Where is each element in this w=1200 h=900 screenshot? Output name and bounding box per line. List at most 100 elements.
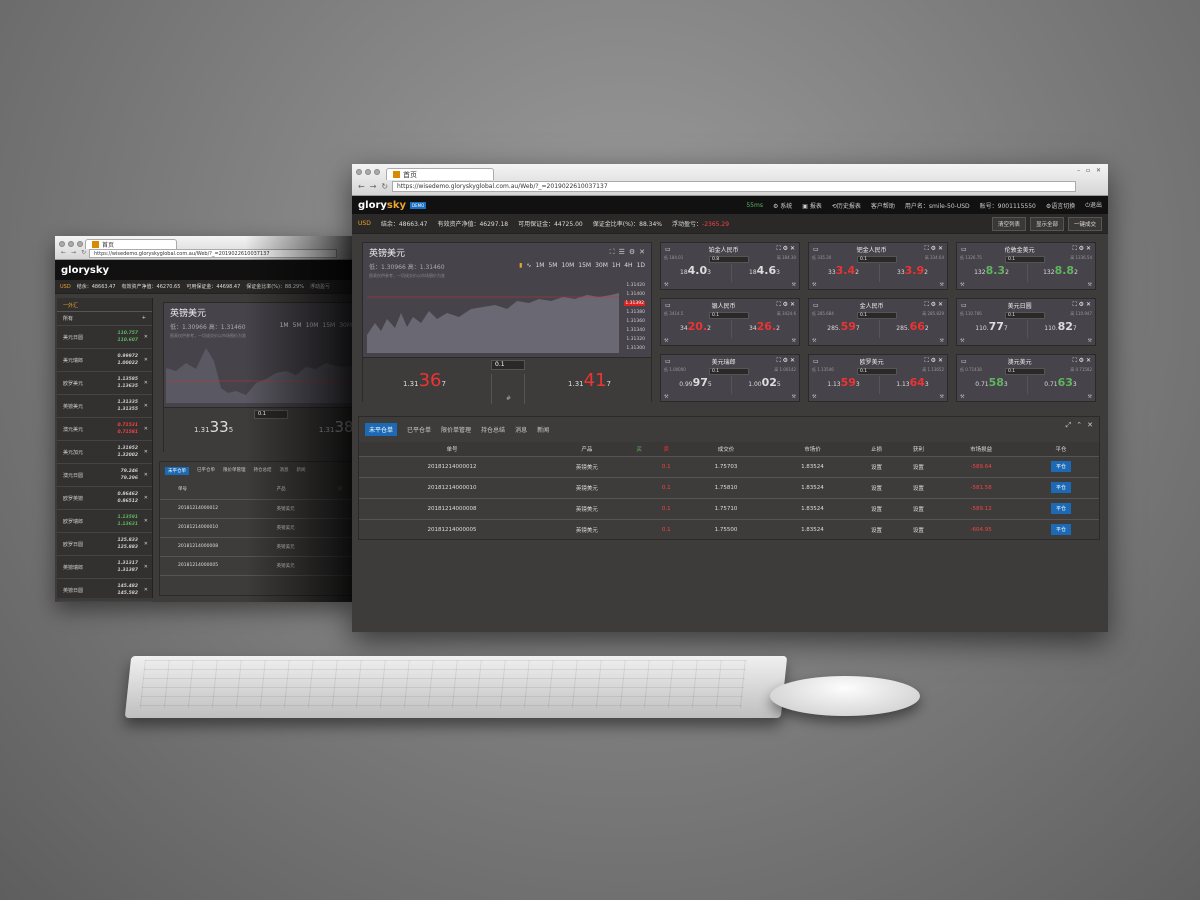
back-order-tab[interactable]: 未平仓单 <box>165 467 189 475</box>
clear-list-button[interactable]: 清空列表 <box>991 216 1026 231</box>
back-order-tab[interactable]: 消息 <box>279 468 289 473</box>
tile-buy-price[interactable]: 3426.2 <box>749 320 780 333</box>
tile-lot-input[interactable]: 0.1 <box>1005 256 1045 263</box>
nav-history[interactable]: ⟲历史报表 <box>831 202 861 210</box>
timeframe-15M[interactable]: 15M <box>578 262 592 269</box>
close-position-button[interactable]: 平仓 <box>1050 524 1071 536</box>
settings-icon[interactable]: ⚒ <box>664 394 669 400</box>
chart-icon[interactable]: ▭ <box>961 245 967 253</box>
list-icon[interactable]: ☰ <box>618 248 625 256</box>
tile-buy-price[interactable]: 1.00025 <box>748 376 781 389</box>
reload-icon[interactable]: ↻ <box>381 182 389 191</box>
gear-icon[interactable]: ⚙ <box>628 248 636 256</box>
expand-icon[interactable]: ⛶ <box>609 248 615 256</box>
timeframe-5M[interactable]: 5M <box>292 322 302 329</box>
lot-input[interactable]: 0.1 <box>491 360 525 370</box>
expand-icon[interactable]: ⛶ ⚙ ✕ <box>1072 245 1091 252</box>
tile-sell-price[interactable]: 110.777 <box>975 320 1008 333</box>
tile-lot-input[interactable]: 0.1 <box>1005 368 1045 375</box>
expand-icon[interactable]: ⛶ ⚙ ✕ <box>1072 301 1091 308</box>
nav-buttons[interactable]: ← → ↻ <box>61 249 86 256</box>
browser-tab[interactable]: 首页 <box>386 168 494 180</box>
take-profit-set[interactable]: 设置 <box>897 476 940 498</box>
take-profit-set[interactable]: 设置 <box>897 497 940 519</box>
back-buy-price[interactable]: 1.31385 <box>318 418 355 436</box>
forward-arrow-icon[interactable]: → <box>369 182 377 191</box>
timeframe-10M[interactable]: 10M <box>561 262 575 269</box>
chart-icon[interactable]: ▭ <box>665 245 671 253</box>
settings-icon[interactable]: ⚒ <box>1087 338 1092 344</box>
chart-icon[interactable]: ▭ <box>961 301 967 309</box>
chart-icon[interactable]: ▭ <box>665 357 671 365</box>
expand-icon[interactable]: ⛶ ⚙ ✕ <box>1072 357 1091 364</box>
close-position-button[interactable]: 平仓 <box>1050 482 1071 493</box>
nav-logout[interactable]: ⏻退出 <box>1085 202 1102 209</box>
sidebar-symbol-item[interactable]: 英镑美元 1.31335 1.31355 ✕ <box>57 395 152 418</box>
stop-loss-set[interactable]: 设置 <box>855 518 898 540</box>
tile-lot-input[interactable]: 0.1 <box>709 312 749 319</box>
settings-icon[interactable]: ⚒ <box>791 338 796 344</box>
tile-buy-price[interactable]: 0.71633 <box>1044 376 1077 389</box>
sidebar-symbol-item[interactable]: 英镑瑞郎 1.31317 1.31387 ✕ <box>57 556 152 579</box>
expand-icon[interactable]: ⛶ ⚙ ✕ <box>924 357 943 364</box>
tile-sell-price[interactable]: 1.13593 <box>827 376 860 389</box>
back-order-tab[interactable]: 新闻 <box>296 468 306 473</box>
stop-loss-set[interactable]: 设置 <box>855 455 898 477</box>
expand-icon[interactable]: ⛶ ⚙ ✕ <box>776 301 795 308</box>
timeframe-10M[interactable]: 10M <box>305 322 319 329</box>
settings-icon[interactable]: ⚒ <box>664 282 669 288</box>
settings-icon[interactable]: ⚒ <box>812 394 817 400</box>
reload-icon[interactable]: ↻ <box>81 249 87 256</box>
order-tab[interactable]: 消息 <box>515 427 528 434</box>
back-order-tab[interactable]: 限价单管理 <box>223 468 246 473</box>
sidebar-symbol-item[interactable]: 欧罗日圆 125.833 125.883 ✕ <box>57 533 152 556</box>
settings-icon[interactable]: ⚒ <box>939 394 944 400</box>
close-icon[interactable]: ✕ <box>143 495 148 501</box>
close-icon[interactable]: ✕ <box>143 426 148 432</box>
chart-icon[interactable]: ▭ <box>665 301 671 309</box>
candle-icon[interactable]: ▮ <box>519 262 523 269</box>
back-order-tab[interactable]: 已平仓单 <box>197 468 215 473</box>
nav-buttons[interactable]: ← → ↻ <box>358 182 388 191</box>
tile-sell-price[interactable]: 0.99975 <box>679 376 712 389</box>
back-arrow-icon[interactable]: ← <box>61 249 67 256</box>
back-lot-input[interactable]: 0.1 <box>254 410 288 419</box>
timeframe-1H[interactable]: 1H <box>611 262 621 269</box>
settings-icon[interactable]: ⚒ <box>664 338 669 344</box>
settings-icon[interactable]: ⚒ <box>812 338 817 344</box>
sidebar-symbol-item[interactable]: 英镑日圆 145.482 145.582 ✕ <box>57 579 152 602</box>
close-icon[interactable]: ✕ <box>143 357 148 363</box>
tile-sell-price[interactable]: 1328.32 <box>974 264 1009 277</box>
sidebar-symbol-item[interactable]: 美元加元 1.31952 1.32002 ✕ <box>57 441 152 464</box>
tile-sell-price[interactable]: 184.03 <box>680 264 711 277</box>
tile-buy-price[interactable]: 1.13643 <box>896 376 929 389</box>
address-bar[interactable]: https://wisedemo.gloryskyglobal.com.au/W… <box>89 249 337 258</box>
settings-icon[interactable]: ⚒ <box>960 338 965 344</box>
close-icon[interactable]: ✕ <box>143 587 148 593</box>
stop-loss-set[interactable]: 设置 <box>855 476 898 498</box>
sell-price-button[interactable]: 1.31367 <box>403 370 446 391</box>
browser-tab[interactable]: 首页 <box>85 239 177 249</box>
tile-buy-price[interactable]: 285.662 <box>896 320 929 333</box>
settings-icon[interactable]: ⚒ <box>960 394 965 400</box>
address-bar[interactable]: https://wisedemo.gloryskyglobal.com.au/W… <box>392 181 1076 192</box>
tile-sell-price[interactable]: 0.71583 <box>975 376 1008 389</box>
sidebar-category[interactable]: 一外汇 <box>57 298 152 312</box>
close-icon[interactable]: ✕ <box>143 380 148 386</box>
window-controls[interactable] <box>356 169 380 175</box>
close-icon[interactable]: ✕ <box>1087 421 1093 429</box>
back-sell-price[interactable]: 1.31335 <box>194 418 234 436</box>
timeframe-1M[interactable]: 1M <box>279 322 289 329</box>
take-profit-set[interactable]: 设置 <box>897 455 940 477</box>
back-order-tab[interactable]: 持仓总结 <box>253 468 272 473</box>
expand-icon[interactable]: ⛶ ⚙ ✕ <box>776 245 795 252</box>
tile-buy-price[interactable]: 1328.82 <box>1043 264 1078 277</box>
collapse-icon[interactable]: ⌃ <box>1076 421 1083 429</box>
tile-sell-price[interactable]: 3420.2 <box>680 320 711 333</box>
chart-icon[interactable]: ▭ <box>813 245 819 253</box>
timeframe-30M[interactable]: 30M <box>595 262 608 269</box>
tile-lot-input[interactable]: 0.1 <box>1005 312 1045 319</box>
chart-icon[interactable]: ▭ <box>813 301 819 309</box>
settings-icon[interactable]: ⚒ <box>939 282 944 288</box>
nav-language[interactable]: ⚙语言切换 <box>1045 202 1076 210</box>
